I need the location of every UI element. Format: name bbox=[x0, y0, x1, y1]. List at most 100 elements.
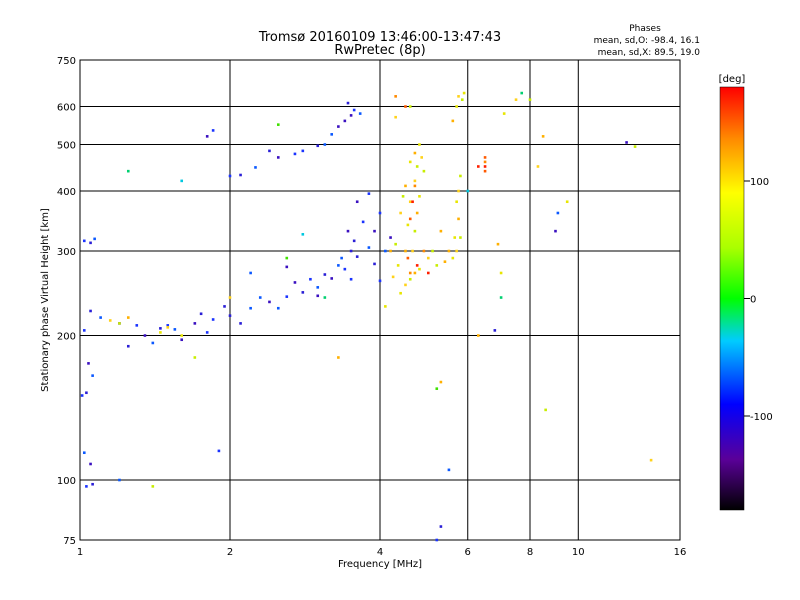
data-point bbox=[457, 217, 460, 221]
data-point bbox=[528, 98, 532, 101]
data-point bbox=[514, 98, 518, 101]
data-point bbox=[378, 279, 382, 283]
y-tick-label: 300 bbox=[57, 247, 76, 258]
data-point bbox=[301, 233, 305, 236]
data-point bbox=[316, 286, 320, 289]
data-point bbox=[483, 165, 487, 168]
data-point bbox=[466, 189, 470, 193]
data-point bbox=[411, 249, 414, 253]
x-tick-label: 1 bbox=[77, 547, 83, 558]
data-point bbox=[443, 260, 447, 264]
x-axis-ticks: 1 2 4 6 8 10 16 bbox=[77, 547, 687, 558]
data-point bbox=[399, 211, 402, 215]
data-point bbox=[633, 145, 637, 148]
data-point bbox=[554, 229, 557, 233]
data-point bbox=[439, 380, 443, 384]
data-point bbox=[413, 271, 417, 275]
data-point bbox=[373, 262, 376, 266]
data-point bbox=[276, 156, 280, 159]
data-point bbox=[422, 249, 426, 253]
data-point bbox=[293, 281, 297, 284]
data-point bbox=[276, 306, 280, 310]
data-point bbox=[340, 256, 343, 260]
data-point bbox=[217, 449, 221, 453]
data-point bbox=[373, 229, 376, 233]
data-point bbox=[418, 143, 421, 146]
plot-area bbox=[79, 59, 681, 542]
data-point bbox=[422, 169, 426, 173]
colorbar-tick-label: -100 bbox=[750, 412, 773, 423]
data-point bbox=[418, 195, 421, 198]
data-point bbox=[268, 300, 271, 304]
data-point bbox=[249, 306, 252, 310]
data-point bbox=[415, 264, 419, 267]
data-point bbox=[349, 114, 353, 117]
data-point bbox=[85, 485, 88, 488]
data-point bbox=[108, 319, 112, 322]
colorbar-gradient bbox=[719, 86, 745, 511]
data-point bbox=[301, 149, 305, 153]
data-point bbox=[159, 327, 162, 330]
data-point bbox=[349, 277, 353, 281]
data-point bbox=[396, 264, 400, 267]
data-point bbox=[394, 95, 397, 98]
data-point bbox=[239, 322, 242, 325]
data-point bbox=[343, 267, 347, 271]
data-point bbox=[384, 249, 387, 253]
data-point bbox=[453, 236, 457, 239]
data-point bbox=[406, 223, 410, 227]
data-point bbox=[268, 149, 271, 153]
chart-title: Tromsø 20160109 13:46:00-13:47:43 bbox=[258, 30, 501, 45]
data-point bbox=[408, 277, 412, 281]
data-point bbox=[89, 462, 92, 466]
data-point bbox=[439, 525, 443, 528]
data-point bbox=[384, 305, 387, 308]
data-point bbox=[337, 264, 340, 267]
data-point bbox=[316, 144, 320, 148]
data-point bbox=[285, 295, 289, 298]
data-point bbox=[358, 112, 362, 115]
data-point bbox=[426, 271, 430, 275]
data-point bbox=[408, 200, 412, 204]
data-point bbox=[285, 265, 289, 269]
data-point bbox=[276, 123, 280, 126]
data-point bbox=[483, 156, 487, 159]
data-point bbox=[89, 241, 92, 245]
data-point bbox=[93, 237, 96, 241]
data-point bbox=[199, 312, 203, 316]
data-point bbox=[420, 156, 423, 159]
data-point bbox=[180, 338, 184, 342]
data-point bbox=[82, 329, 86, 332]
data-point bbox=[355, 255, 359, 258]
y-tick-label: 100 bbox=[57, 476, 76, 487]
data-point bbox=[151, 485, 155, 488]
data-point bbox=[408, 160, 412, 164]
data-point bbox=[556, 211, 560, 215]
data-point bbox=[193, 356, 197, 359]
data-point bbox=[211, 129, 215, 132]
data-point bbox=[649, 458, 653, 462]
data-point bbox=[378, 211, 382, 215]
data-point bbox=[330, 277, 334, 280]
data-point bbox=[447, 468, 451, 472]
data-point bbox=[337, 125, 340, 128]
grid-lines bbox=[80, 60, 680, 540]
x-tick-label: 8 bbox=[527, 547, 533, 558]
data-point bbox=[301, 291, 305, 294]
data-point bbox=[258, 296, 262, 299]
data-point bbox=[408, 271, 412, 275]
data-point bbox=[399, 291, 402, 295]
data-point bbox=[89, 309, 92, 313]
data-point bbox=[394, 115, 397, 119]
data-point bbox=[391, 275, 395, 279]
data-point bbox=[239, 173, 242, 177]
data-point bbox=[418, 267, 421, 271]
y-tick-label: 600 bbox=[57, 103, 76, 114]
x-tick-label: 16 bbox=[674, 547, 687, 558]
y-tick-label: 75 bbox=[63, 536, 76, 547]
y-axis-ticks: 75 100 200 300 400 500 600 750 bbox=[57, 56, 76, 547]
y-axis-label: Stationary phase Virtual Height [km] bbox=[40, 208, 51, 392]
data-point bbox=[536, 165, 540, 168]
y-tick-label: 750 bbox=[57, 56, 76, 67]
colorbar-tick-label: 0 bbox=[750, 295, 756, 306]
